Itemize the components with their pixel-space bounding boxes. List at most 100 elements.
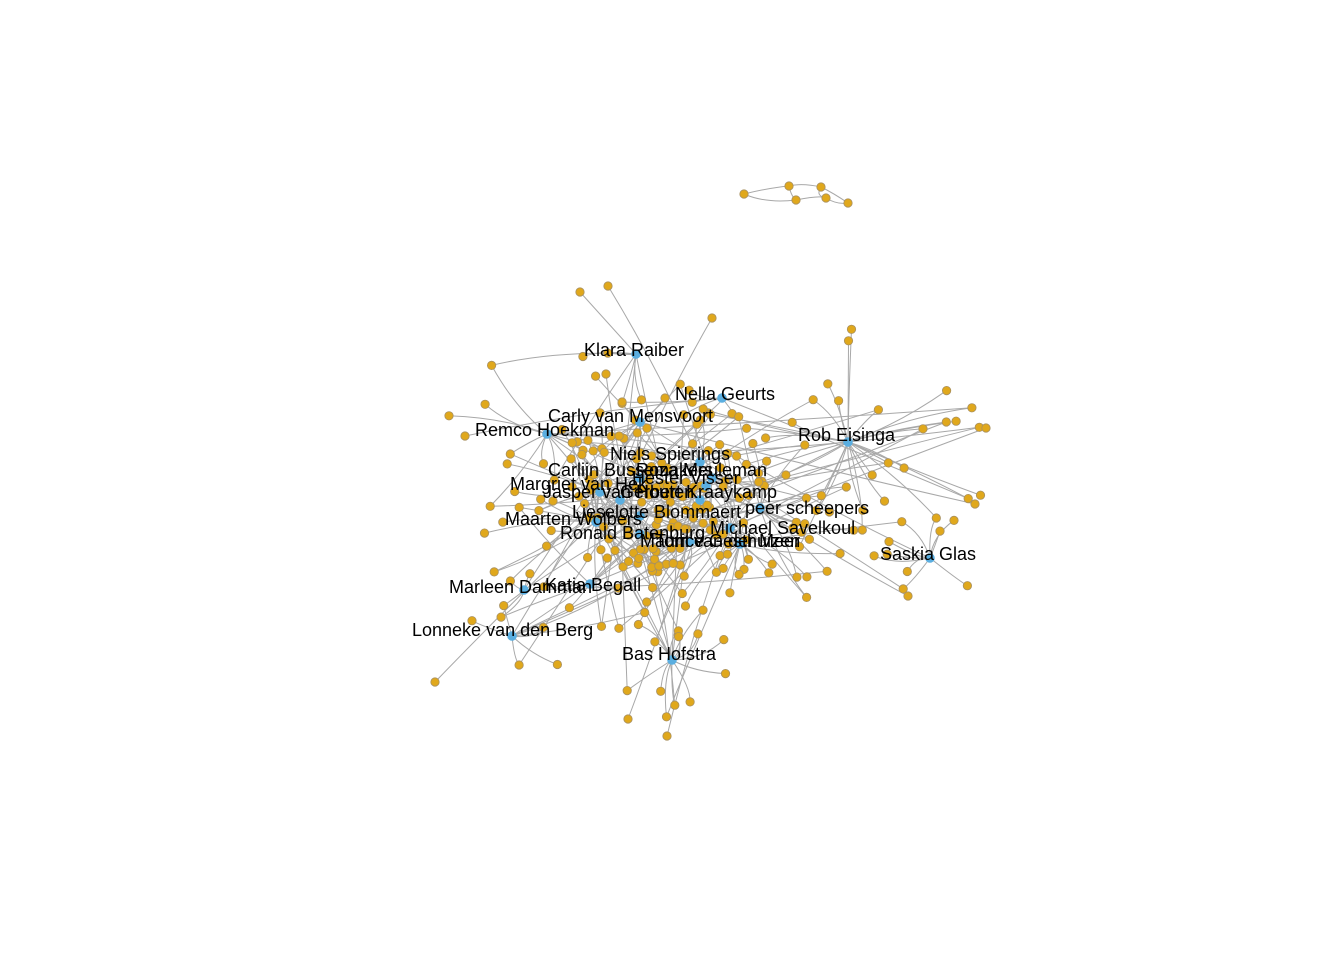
paper-node <box>719 634 729 645</box>
network-edge <box>759 507 807 598</box>
network-edge <box>671 414 685 661</box>
paper-node <box>653 529 664 539</box>
paper-node <box>698 404 708 414</box>
node-label-jasper-van-houten: Jasper van Houten <box>543 482 694 502</box>
paper-node <box>582 552 593 563</box>
paper-node <box>715 463 726 473</box>
node-label-niels-spierings: Niels Spierings <box>610 444 730 464</box>
paper-node <box>835 548 845 559</box>
network-edge <box>759 486 847 509</box>
paper-node <box>975 490 986 500</box>
node-label-gerbert-kraaykamp: Gerbert Kraaykamp <box>620 482 777 502</box>
paper-node <box>883 458 893 468</box>
paper-node <box>666 543 677 553</box>
person-node <box>725 523 735 533</box>
network-edge <box>743 193 797 202</box>
node-label-klara-raiber: Klara Raiber <box>584 340 684 360</box>
paper-node <box>538 459 549 469</box>
paper-node <box>557 424 567 435</box>
network-edge <box>639 421 947 535</box>
paper-node <box>858 505 868 515</box>
network-edge <box>595 521 620 629</box>
paper-node <box>498 517 508 527</box>
network-edge <box>546 407 972 435</box>
paper-node <box>679 410 689 420</box>
paper-node <box>821 193 831 203</box>
network-edge <box>847 426 980 443</box>
paper-node <box>903 591 913 601</box>
paper-node <box>739 189 749 199</box>
paper-node <box>843 336 854 346</box>
network-edge <box>595 416 740 523</box>
paper-node <box>816 490 827 501</box>
node-label-rob-eisinga: Rob Eisinga <box>798 425 896 445</box>
paper-node <box>567 438 577 448</box>
paper-node <box>564 603 575 613</box>
paper-node <box>784 181 794 191</box>
node-label-maurice-gesthuizen: Maurice Gesthuizen <box>640 531 800 551</box>
network-edge <box>494 521 597 573</box>
paper-node <box>823 379 833 389</box>
paper-node <box>941 417 951 427</box>
paper-node <box>707 313 717 323</box>
person-node <box>707 473 717 483</box>
paper-node <box>677 588 687 599</box>
paper-node <box>640 607 650 618</box>
paper-node <box>857 525 867 535</box>
paper-node <box>718 563 728 574</box>
person-node <box>591 517 601 527</box>
paper-node <box>899 463 909 473</box>
network-edge <box>815 441 849 511</box>
paper-node <box>489 567 499 577</box>
network-edge <box>518 477 641 666</box>
network-edge <box>607 441 849 559</box>
paper-node <box>648 543 658 554</box>
paper-node <box>824 507 835 517</box>
paper-node <box>649 554 660 564</box>
paper-node <box>505 576 515 586</box>
paper-node <box>546 525 556 536</box>
network-edge <box>847 441 889 464</box>
paper-node <box>680 524 690 534</box>
node-label-carlijn-bussemakers: Carlijn Bussemakers <box>548 460 713 480</box>
node-label-ronald-batenburg: Ronald Batenburg <box>560 523 705 543</box>
paper-node <box>846 324 857 334</box>
paper-node <box>879 496 890 506</box>
paper-node <box>761 456 772 466</box>
network-edge <box>510 499 621 582</box>
network-edge <box>601 353 637 627</box>
network-edge <box>746 427 849 443</box>
paper-node <box>579 498 590 509</box>
network-edge <box>577 441 701 463</box>
network-edge <box>847 441 863 530</box>
paper-node <box>867 470 877 480</box>
paper-node <box>595 408 605 418</box>
paper-node <box>673 631 684 642</box>
paper-node <box>647 582 658 593</box>
paper-node <box>661 712 672 722</box>
paper-node <box>725 588 735 598</box>
node-label-margriet-van-hek: Margriet van Hek <box>510 474 648 494</box>
node-label-roza-meuleman: Roza Meuleman <box>636 460 767 480</box>
paper-node <box>657 458 667 468</box>
paper-node <box>460 431 470 441</box>
network-edge <box>448 415 548 435</box>
paper-node <box>637 497 647 507</box>
paper-node <box>754 477 764 487</box>
network-edge <box>607 285 701 463</box>
network-edge <box>484 520 597 534</box>
paper-node <box>743 554 754 564</box>
network-edge <box>589 427 987 585</box>
paper-node <box>833 396 844 406</box>
network-edge <box>621 353 637 404</box>
paper-node <box>502 459 512 469</box>
network-edge <box>500 583 591 618</box>
paper-node <box>711 567 722 577</box>
paper-node <box>599 522 609 532</box>
paper-node <box>635 544 646 554</box>
paper-node <box>702 500 712 510</box>
network-edge <box>727 453 732 529</box>
paper-node <box>684 385 694 395</box>
person-node <box>925 553 935 563</box>
